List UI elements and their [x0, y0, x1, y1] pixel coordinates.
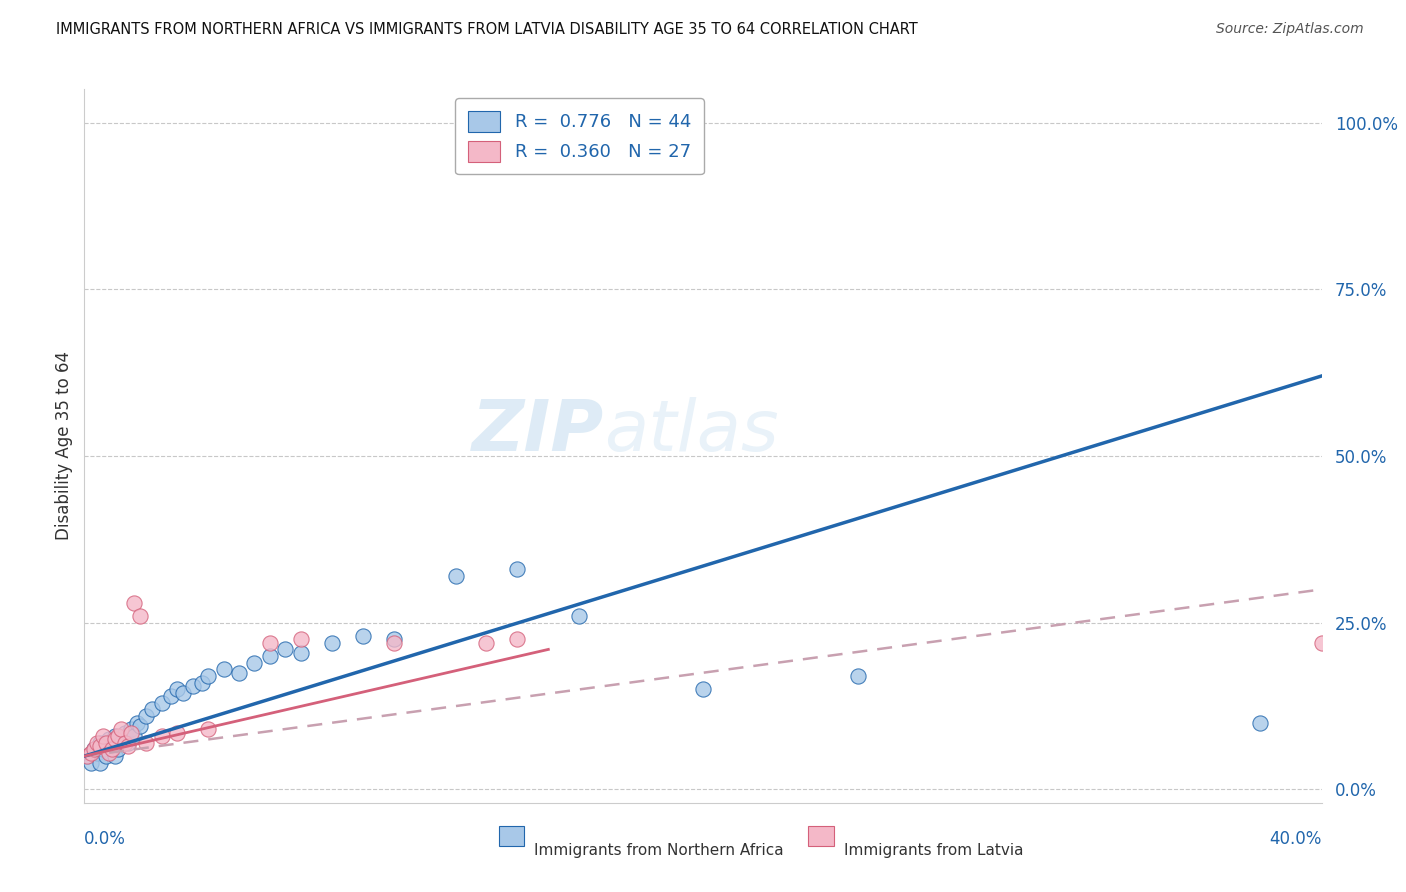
Point	[122, 596, 145, 610]
Point	[101, 739, 124, 753]
Point	[475, 636, 498, 650]
Text: Immigrants from Latvia: Immigrants from Latvia	[844, 843, 1024, 858]
Point	[1249, 715, 1271, 730]
Point	[76, 749, 98, 764]
Text: 40.0%: 40.0%	[1270, 830, 1322, 847]
Point	[120, 723, 142, 737]
Point	[110, 736, 132, 750]
Point	[382, 636, 405, 650]
Point	[135, 709, 157, 723]
Point	[98, 746, 121, 760]
Point	[150, 696, 173, 710]
Point	[150, 729, 173, 743]
Point	[101, 742, 124, 756]
Point	[83, 742, 105, 756]
Point	[692, 682, 714, 697]
Point	[86, 736, 108, 750]
Point	[114, 736, 136, 750]
Point	[94, 736, 117, 750]
Point	[94, 749, 117, 764]
Point	[83, 742, 105, 756]
Point	[114, 725, 136, 739]
Point	[89, 736, 111, 750]
Point	[568, 609, 591, 624]
Point	[129, 719, 152, 733]
Point	[110, 723, 132, 737]
Point	[506, 632, 529, 647]
Point	[135, 736, 157, 750]
Point	[274, 642, 297, 657]
Point	[89, 739, 111, 753]
Point	[197, 669, 219, 683]
Point	[125, 715, 148, 730]
Point	[91, 742, 114, 756]
Point	[91, 729, 114, 743]
Legend: R =  0.776   N = 44, R =  0.360   N = 27: R = 0.776 N = 44, R = 0.360 N = 27	[456, 98, 703, 174]
Point	[122, 729, 145, 743]
Point	[197, 723, 219, 737]
Point	[79, 746, 101, 760]
Point	[382, 632, 405, 647]
Point	[104, 749, 127, 764]
Text: 0.0%: 0.0%	[84, 830, 127, 847]
Point	[76, 749, 98, 764]
Point	[107, 729, 129, 743]
Text: atlas: atlas	[605, 397, 779, 467]
Point	[117, 739, 139, 753]
Point	[1310, 636, 1333, 650]
Point	[191, 675, 214, 690]
Point	[352, 629, 374, 643]
Point	[321, 636, 343, 650]
Point	[160, 689, 183, 703]
Point	[104, 732, 127, 747]
Point	[166, 682, 188, 697]
Point	[290, 632, 312, 647]
Point	[290, 646, 312, 660]
Point	[846, 669, 869, 683]
Point	[166, 725, 188, 739]
Y-axis label: Disability Age 35 to 64: Disability Age 35 to 64	[55, 351, 73, 541]
Point	[104, 729, 127, 743]
Point	[129, 609, 152, 624]
Point	[120, 725, 142, 739]
Point	[79, 756, 101, 770]
Point	[259, 649, 281, 664]
Point	[107, 742, 129, 756]
Point	[444, 569, 467, 583]
Text: IMMIGRANTS FROM NORTHERN AFRICA VS IMMIGRANTS FROM LATVIA DISABILITY AGE 35 TO 6: IMMIGRANTS FROM NORTHERN AFRICA VS IMMIG…	[56, 22, 918, 37]
Text: ZIP: ZIP	[472, 397, 605, 467]
Point	[243, 656, 266, 670]
Point	[228, 665, 250, 680]
Text: Immigrants from Northern Africa: Immigrants from Northern Africa	[534, 843, 785, 858]
Point	[181, 679, 204, 693]
Point	[259, 636, 281, 650]
Point	[117, 736, 139, 750]
Point	[86, 746, 108, 760]
Point	[506, 562, 529, 576]
Point	[89, 756, 111, 770]
Point	[172, 686, 194, 700]
Point	[212, 662, 235, 676]
Point	[98, 732, 121, 747]
Point	[141, 702, 163, 716]
Text: Source: ZipAtlas.com: Source: ZipAtlas.com	[1216, 22, 1364, 37]
